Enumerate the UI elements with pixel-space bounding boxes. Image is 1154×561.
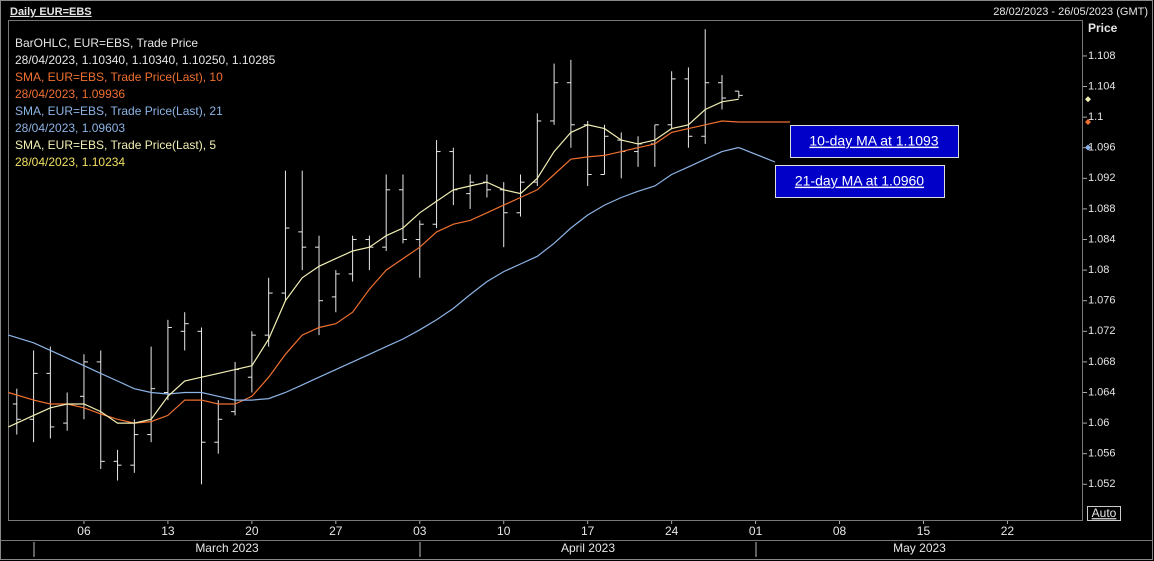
y-tick-label: 1.076 [1088,295,1116,307]
x-tick-label: 03 [413,524,427,538]
annotation-text: 10-day MA at 1.1093 [809,133,938,149]
y-tick-label: 1.08 [1088,264,1109,276]
last-value-marker [1085,119,1091,126]
x-tick-label: 24 [665,524,679,538]
x-tick-label: 17 [581,524,595,538]
date-range: 28/02/2023 - 26/05/2023 (GMT) [993,6,1148,18]
legend-name: SMA, EUR=EBS, Trade Price(Last), 21 [15,104,223,118]
annotation-box [775,165,945,198]
y-axis-label: Price [1088,21,1118,35]
last-value-marker [1085,144,1091,151]
y-tick-label: 1.072 [1088,325,1116,337]
sma-line [8,98,739,428]
annotation-leader [738,146,776,163]
y-tick-label: 1.088 [1088,203,1116,215]
month-label: May 2023 [893,541,946,555]
x-tick-label: 20 [245,524,259,538]
auto-button[interactable] [1087,506,1121,521]
x-tick-label: 08 [833,524,847,538]
x-tick-label: 01 [749,524,763,538]
x-tick-label: 13 [161,524,175,538]
legend-name: SMA, EUR=EBS, Trade Price(Last), 10 [15,70,223,84]
y-tick-label: 1.056 [1088,448,1116,460]
y-tick-label: 1.096 [1088,142,1116,154]
x-tick-label: 22 [1001,524,1015,538]
chart-title: Daily EUR=EBS [10,6,92,18]
sma-line [8,146,739,401]
legend-last: 28/04/2023, 1.09603 [15,121,125,135]
legend-last: 28/04/2023, 1.09936 [15,87,125,101]
x-tick-label: 10 [497,524,511,538]
last-value-marker [1085,96,1091,103]
month-label: March 2023 [195,541,259,555]
auto-button-label[interactable]: Auto [1092,506,1117,520]
y-tick-label: 1.064 [1088,386,1116,398]
y-tick-label: 1.068 [1088,356,1116,368]
x-tick-label: 06 [77,524,91,538]
y-tick-label: 1.108 [1088,50,1116,62]
legend-name: SMA, EUR=EBS, Trade Price(Last), 5 [15,138,216,152]
y-tick-label: 1.084 [1088,233,1116,245]
y-tick-label: 1.052 [1088,478,1116,490]
legend-last: 28/04/2023, 1.10234 [15,155,125,169]
y-tick-label: 1.104 [1088,80,1116,92]
y-tick-label: 1.092 [1088,172,1116,184]
x-tick-label: 27 [329,524,343,538]
plot-area [8,20,1083,521]
month-label: April 2023 [561,541,615,555]
legend-last: 28/04/2023, 1.10340, 1.10340, 1.10250, 1… [15,53,276,67]
annotation-text: 21-day MA at 1.0960 [795,173,924,189]
legend-name: BarOHLC, EUR=EBS, Trade Price [15,36,198,50]
y-tick-label: 1.06 [1088,417,1109,429]
y-tick-label: 1.1 [1088,111,1103,123]
annotation-box [790,125,959,158]
x-tick-label: 15 [917,524,931,538]
